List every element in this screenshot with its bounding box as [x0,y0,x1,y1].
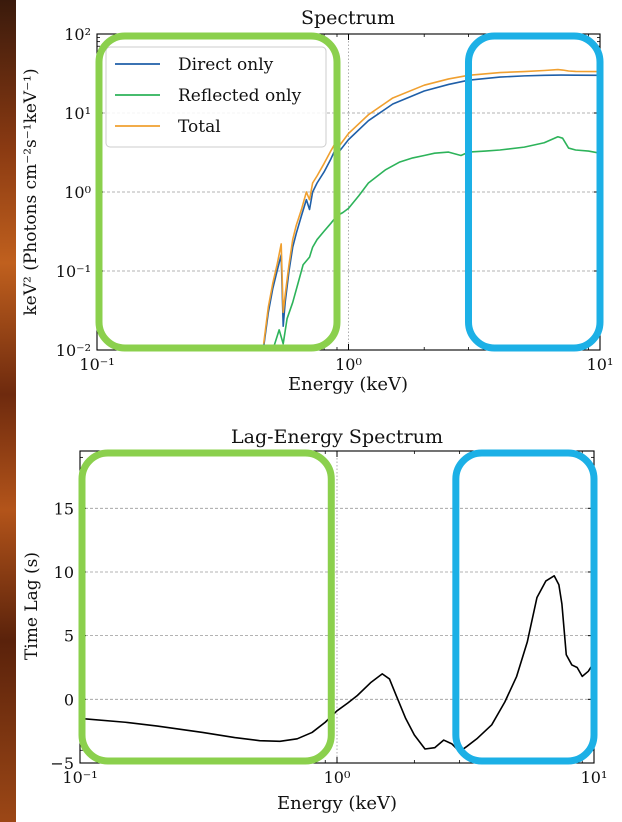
spectrum-series-group [262,68,600,350]
lag-y-axis-label: Time Lag (s) [22,552,42,660]
reflected-only-series-line [272,135,600,350]
spectrum-title: Spectrum [301,7,395,29]
y-tick-label: 10 [54,563,74,582]
legend-box [105,46,327,148]
legend-label-reflected: Reflected only [178,86,302,106]
legend-label-direct: Direct only [178,55,274,75]
lag-x-axis-label: Energy (keV) [277,793,397,814]
legend-label-total: Total [178,117,221,137]
y-tick-label: −5 [50,754,74,773]
y-tick-label: 10⁻¹ [56,262,91,281]
lag-title: Lag-Energy Spectrum [231,426,443,448]
y-tick-label: 10² [64,25,91,44]
y-tick-label: 10¹ [64,104,91,123]
x-tick-label: 10⁰ [335,355,362,374]
green-highlight-box [78,449,335,765]
spectrum-highlight-boxes [95,32,604,352]
y-tick-label: 10⁻² [56,341,91,360]
lag-highlight-boxes [78,449,598,765]
direct-only-series-line [262,74,600,347]
spectrum-grid [97,34,600,350]
blue-highlight-box [464,32,604,352]
spectrum-x-axis-label: Energy (keV) [288,374,408,395]
lag-series-group [80,575,594,753]
y-tick-label: 15 [54,499,74,518]
x-tick-label: 10¹ [581,768,608,787]
lag-series-line [80,575,594,753]
lag-panel: −5 0 5 10 15 10⁻¹ 10⁰ 10¹ Lag-Energy Spectrum E… [22,426,607,814]
blue-highlight-box [452,449,598,765]
x-tick-label: 10¹ [587,355,614,374]
x-tick-label: 10⁻¹ [62,768,97,787]
spectrum-y-axis-label: keV² (Photons cm⁻²s⁻¹keV⁻¹) [21,68,41,315]
x-tick-label: 10⁻¹ [79,355,114,374]
green-highlight-box [95,32,341,352]
background-strip [0,0,16,822]
y-tick-label: 5 [64,627,74,646]
spectrum-legend: Direct only Reflected only Total [105,46,327,148]
y-tick-label: 0 [64,690,74,709]
x-tick-label: 10⁰ [324,768,351,787]
y-tick-label: 10⁰ [64,183,91,202]
total-series-line [262,68,600,344]
